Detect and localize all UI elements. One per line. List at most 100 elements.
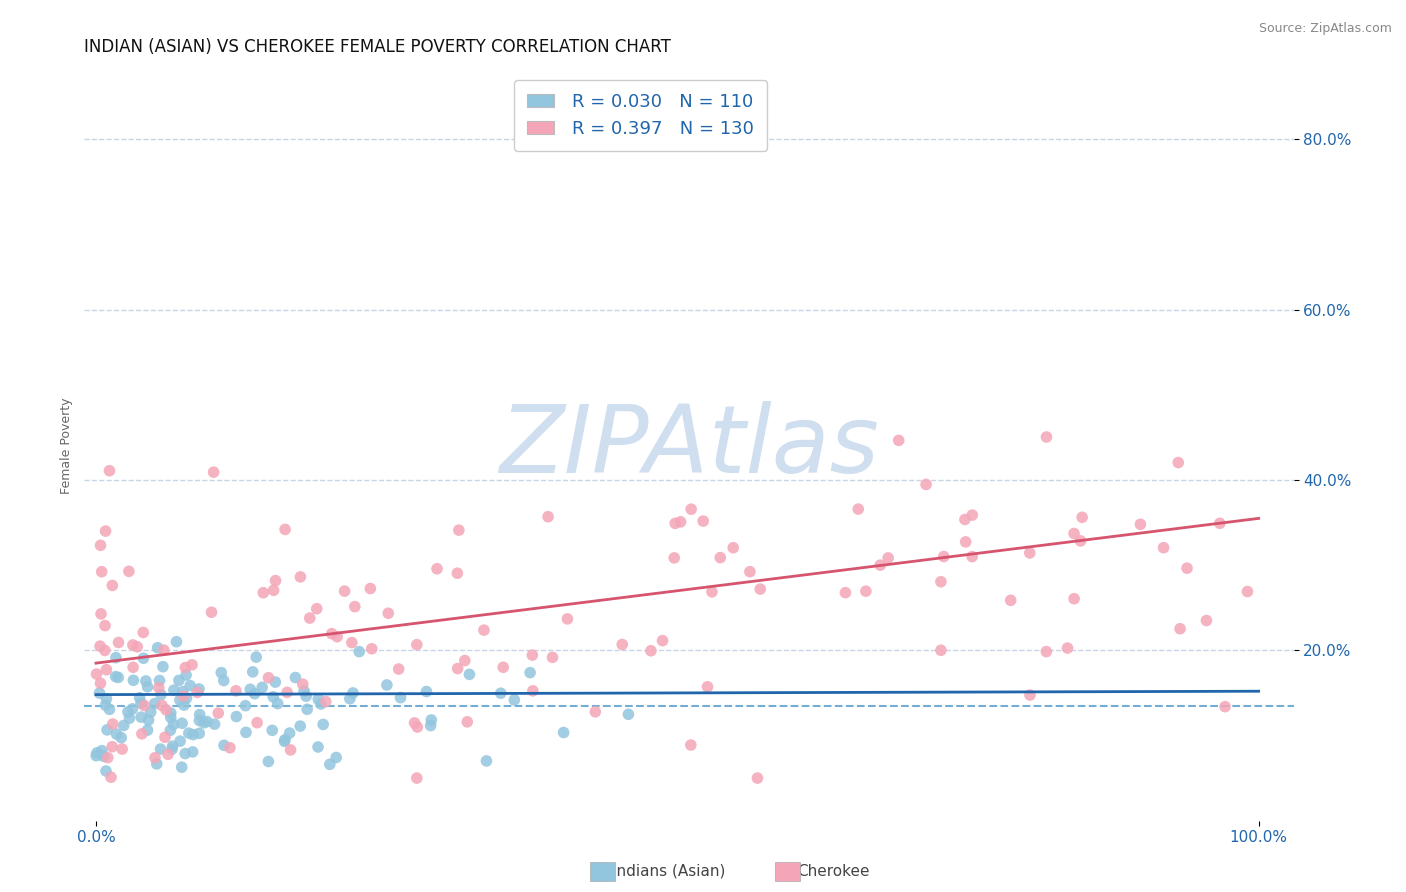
Point bbox=[915, 477, 938, 491]
Point bbox=[960, 549, 983, 564]
Point bbox=[149, 688, 172, 702]
Point bbox=[153, 731, 176, 745]
Text: ZIPAtlas: ZIPAtlas bbox=[499, 401, 879, 491]
Point bbox=[953, 512, 976, 526]
Point bbox=[388, 662, 411, 676]
Point bbox=[489, 686, 512, 700]
Point bbox=[377, 606, 399, 620]
Point bbox=[181, 745, 204, 759]
Point bbox=[169, 734, 191, 748]
Point bbox=[188, 681, 211, 696]
Point bbox=[420, 713, 443, 727]
Point bbox=[1175, 561, 1198, 575]
Point bbox=[419, 718, 441, 732]
Point bbox=[169, 693, 191, 707]
Point bbox=[1209, 516, 1232, 531]
Point bbox=[148, 673, 170, 688]
Point bbox=[94, 524, 117, 538]
Point bbox=[212, 673, 235, 688]
Point bbox=[122, 660, 145, 674]
Point bbox=[290, 719, 312, 733]
Point bbox=[307, 739, 329, 754]
Point bbox=[1063, 591, 1085, 606]
Point bbox=[96, 663, 118, 677]
Point bbox=[855, 584, 877, 599]
Point bbox=[583, 705, 606, 719]
Point bbox=[1153, 541, 1175, 555]
Point bbox=[640, 644, 662, 658]
Point bbox=[160, 742, 183, 756]
Point bbox=[186, 685, 208, 699]
Point bbox=[679, 738, 702, 752]
Point bbox=[537, 509, 560, 524]
Point bbox=[179, 679, 201, 693]
Point bbox=[90, 565, 112, 579]
Point bbox=[170, 760, 193, 774]
Point bbox=[557, 612, 579, 626]
Point bbox=[89, 639, 111, 653]
Point bbox=[709, 550, 731, 565]
Text: Indians (Asian): Indians (Asian) bbox=[612, 864, 725, 879]
Point bbox=[104, 650, 127, 665]
Point bbox=[522, 683, 544, 698]
Point bbox=[167, 673, 190, 688]
Point bbox=[98, 702, 121, 716]
Point bbox=[519, 665, 541, 680]
Point bbox=[257, 755, 280, 769]
Point bbox=[143, 751, 166, 765]
Point bbox=[174, 747, 197, 761]
Point bbox=[122, 673, 145, 688]
Point bbox=[274, 523, 297, 537]
Point bbox=[174, 668, 197, 682]
Point bbox=[257, 671, 280, 685]
Point bbox=[138, 713, 160, 727]
Point bbox=[134, 698, 156, 713]
Point bbox=[110, 731, 132, 745]
Point bbox=[278, 726, 301, 740]
Point bbox=[100, 770, 122, 784]
Point bbox=[617, 707, 640, 722]
Point bbox=[312, 717, 335, 731]
Point bbox=[132, 651, 155, 665]
Point bbox=[651, 633, 673, 648]
Point bbox=[246, 715, 269, 730]
Point bbox=[150, 698, 173, 713]
Point bbox=[202, 465, 225, 479]
Point bbox=[869, 558, 891, 573]
Point bbox=[159, 723, 181, 738]
Point bbox=[242, 665, 264, 679]
Legend: R = 0.030   N = 110, R = 0.397   N = 130: R = 0.030 N = 110, R = 0.397 N = 130 bbox=[515, 80, 766, 151]
Point bbox=[700, 584, 723, 599]
Point bbox=[129, 710, 152, 724]
Point bbox=[404, 715, 426, 730]
Point bbox=[955, 534, 977, 549]
Point bbox=[389, 690, 412, 705]
Point bbox=[721, 541, 744, 555]
Point bbox=[204, 717, 226, 731]
Point bbox=[962, 508, 984, 522]
Point bbox=[94, 643, 117, 657]
Point bbox=[1056, 641, 1078, 656]
Point bbox=[94, 698, 117, 713]
Point bbox=[235, 698, 257, 713]
Point bbox=[264, 574, 287, 588]
Point bbox=[406, 720, 429, 734]
Point bbox=[118, 711, 141, 725]
Point bbox=[207, 706, 229, 720]
Point bbox=[89, 686, 111, 700]
Point bbox=[307, 692, 329, 706]
Point bbox=[128, 690, 150, 705]
Point bbox=[343, 599, 366, 614]
Point bbox=[664, 550, 686, 565]
Point bbox=[94, 764, 117, 778]
Point bbox=[503, 693, 526, 707]
Point bbox=[172, 716, 194, 731]
Point bbox=[209, 665, 232, 680]
Point bbox=[239, 682, 262, 697]
Point bbox=[321, 626, 343, 640]
Point bbox=[541, 650, 564, 665]
Point bbox=[172, 684, 194, 698]
Point bbox=[172, 689, 194, 703]
Point bbox=[163, 683, 186, 698]
Point bbox=[262, 690, 284, 704]
